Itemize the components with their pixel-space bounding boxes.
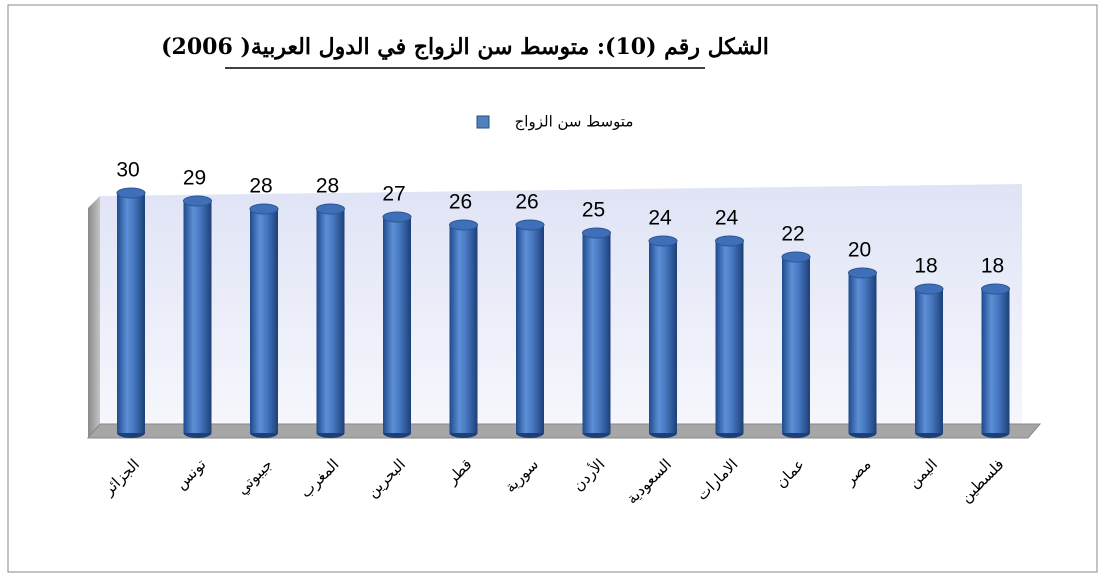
bar-top — [981, 283, 1010, 295]
side-wall — [88, 196, 100, 438]
bar-top — [116, 187, 146, 199]
bar — [848, 273, 877, 433]
bar — [782, 257, 810, 433]
value-label: 26 — [449, 191, 472, 214]
bar-top — [582, 227, 611, 239]
bar — [715, 241, 744, 433]
bar — [915, 289, 943, 433]
bar — [183, 201, 212, 433]
value-label: 20 — [848, 239, 871, 262]
bar — [649, 241, 677, 433]
bar-top — [449, 219, 478, 231]
bar-top — [715, 235, 744, 247]
value-label: 24 — [648, 207, 672, 230]
bar — [117, 193, 145, 433]
bar — [516, 225, 544, 433]
bar — [582, 233, 611, 433]
legend-swatch — [476, 115, 490, 129]
legend-label: متوسط سن الزواج — [515, 113, 634, 132]
bar-top — [648, 235, 678, 247]
value-label: 29 — [183, 167, 206, 190]
value-label: 24 — [715, 207, 739, 230]
bar — [383, 217, 411, 433]
bar — [449, 225, 478, 433]
bar-top — [249, 203, 279, 215]
chart-title: الشكل رقم (10): متوسط سن الزواج في الدول… — [161, 34, 769, 60]
value-label: 27 — [382, 183, 405, 206]
value-label: 18 — [914, 255, 937, 278]
bar-top — [183, 195, 212, 207]
bar-top — [515, 219, 545, 231]
bar — [316, 209, 345, 433]
value-label: 18 — [981, 255, 1004, 278]
floor — [86, 423, 1042, 439]
value-label: 30 — [116, 159, 139, 182]
bar-top — [781, 251, 811, 263]
value-label: 26 — [515, 191, 538, 214]
bar — [981, 289, 1010, 433]
bar-top — [914, 283, 944, 295]
value-label: 22 — [781, 223, 804, 246]
bar — [250, 209, 278, 433]
value-label: 28 — [249, 175, 272, 198]
value-label: 25 — [582, 199, 605, 222]
bar-top — [316, 203, 345, 215]
back-wall — [100, 184, 1022, 436]
value-label: 28 — [316, 175, 339, 198]
bar-top — [848, 267, 877, 279]
bar-top — [382, 211, 412, 223]
